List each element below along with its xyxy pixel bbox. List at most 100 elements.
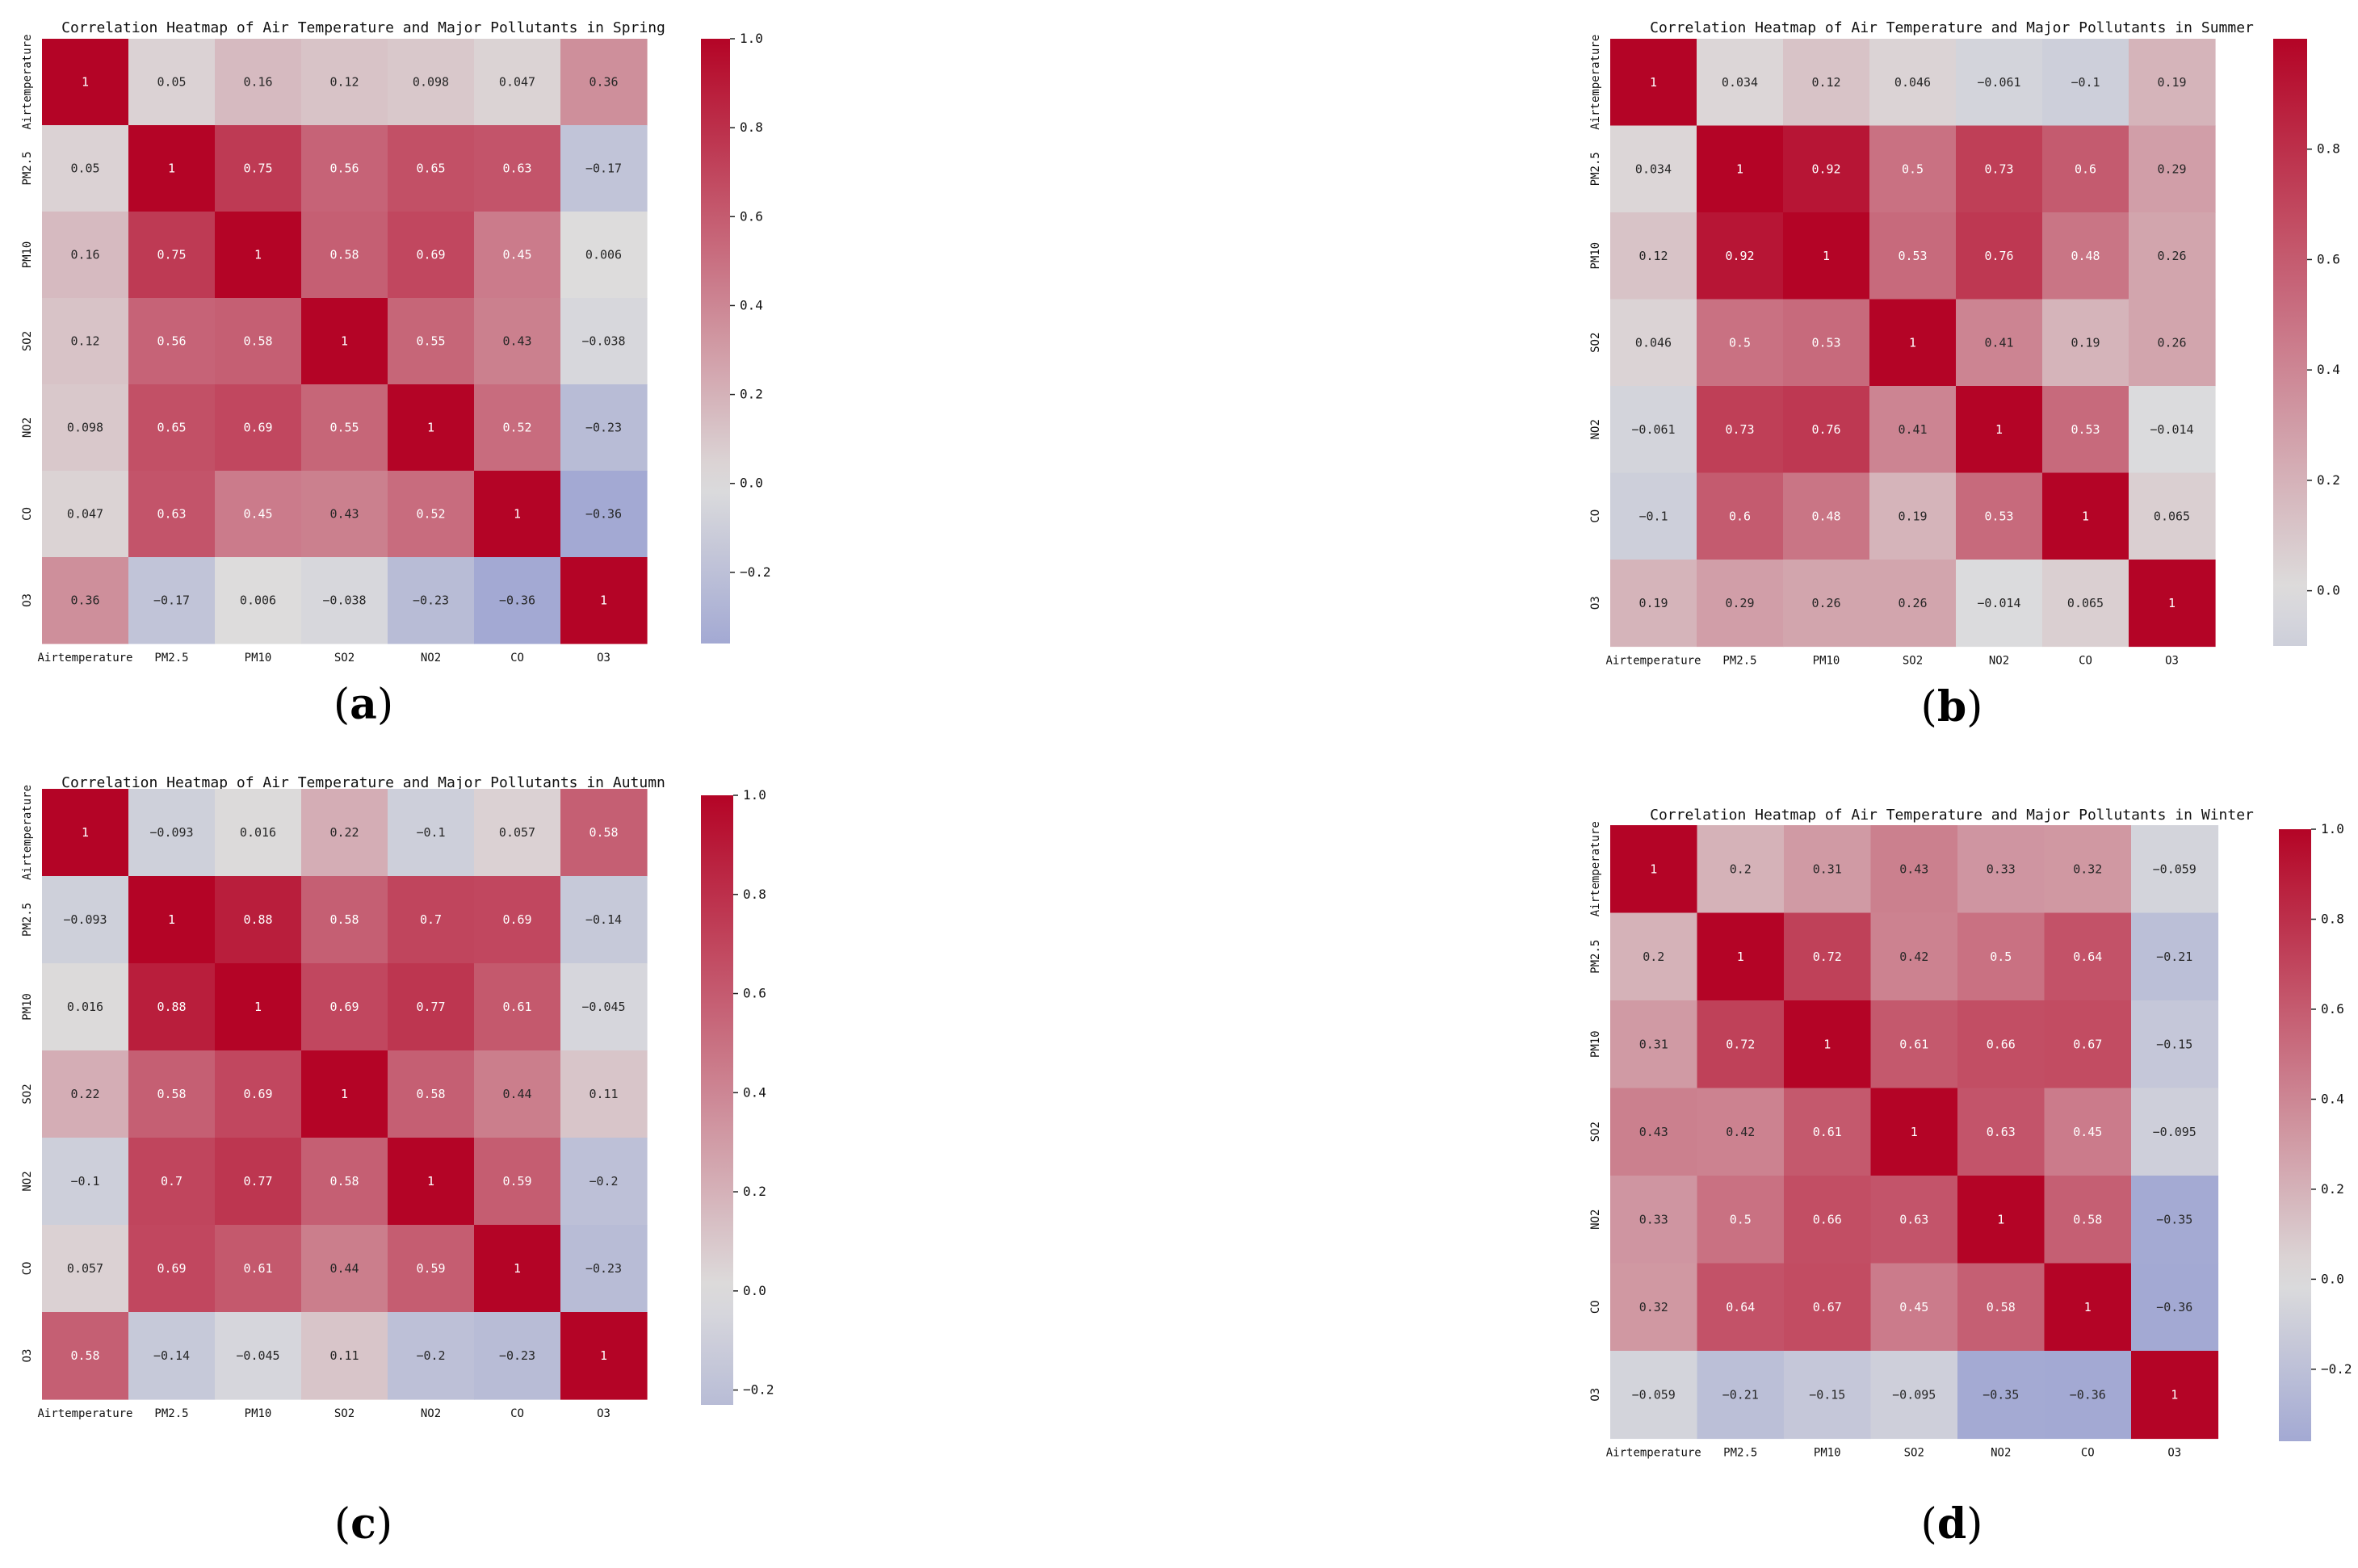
heatmap-cell [1610,1000,1698,1089]
heatmap-cell [1784,1000,1872,1089]
heatmap-cell [215,39,302,126]
cell-value-label: −0.35 [1982,1387,2019,1402]
chart-title: Correlation Heatmap of Air Temperature a… [61,19,665,36]
colorbar-tick-label: 0.0 [740,476,763,491]
cell-value-label: −0.14 [153,1348,190,1363]
cell-value-label: 0.58 [589,825,618,840]
heatmap-cell [215,876,302,964]
colorbar-tick-label: 0.0 [743,1283,766,1298]
cell-value-label: −0.045 [236,1348,279,1363]
cell-value-label: 0.59 [502,1174,531,1189]
heatmap-cell [2042,125,2129,213]
heatmap-cell [1784,1263,1872,1352]
heatmap-cell [1697,825,1785,914]
heatmap-cell [128,39,216,126]
heatmap-cell [1610,1263,1698,1352]
heatmap-cell [560,789,648,877]
cell-value-label: −0.36 [2070,1387,2106,1402]
heatmap-cell [474,1138,561,1226]
cell-value-label: −0.23 [585,1261,622,1276]
cell-value-label: 0.69 [243,1087,272,1101]
heatmap-cell [560,212,648,299]
colorbar-tick-label: 0.8 [743,887,766,902]
heatmap-cell [1869,386,1957,474]
cell-value-label: 0.43 [1899,862,1928,876]
heatmap-cell [388,298,475,385]
heatmap-cell [1869,472,1957,560]
x-tick-label: NO2 [421,1407,441,1420]
cell-value-label: 0.56 [329,161,359,176]
heatmap-cell [2129,386,2216,474]
heatmap-cell [1697,299,1784,387]
cell-value-label: 0.77 [416,1000,445,1014]
heatmap-cell [1697,1351,1785,1440]
heatmap-cell [560,1138,648,1226]
cell-value-label: 0.5 [1729,335,1751,350]
heatmap-cell [1869,125,1957,213]
heatmap-cell [560,1312,648,1400]
heatmap-cell [1610,39,1697,127]
cell-value-label: −0.35 [2156,1212,2192,1226]
cell-value-label: 1 [600,593,607,608]
cell-value-label: 0.2 [1730,862,1752,876]
heatmap-cell [2131,1176,2219,1264]
cell-value-label: 1 [1909,335,1916,350]
heatmap-panel-d: Correlation Heatmap of Air Temperature a… [1589,807,2352,1549]
heatmap-cell [42,876,129,964]
cell-value-label: −0.23 [413,593,449,608]
heatmap-cell [128,1225,216,1313]
cell-value-label: 0.53 [1811,335,1840,350]
heatmap-cell [474,298,561,385]
cell-value-label: 1 [1823,249,1830,263]
cell-value-label: −0.17 [585,161,622,176]
heatmap-cell [1956,212,2043,300]
cell-value-label: 0.75 [243,161,272,176]
colorbar-tick-label: 0.6 [2321,1001,2344,1017]
heatmap-cell [1956,39,2043,127]
cell-value-label: 0.26 [2157,249,2186,263]
heatmap-cell [1869,39,1957,127]
colorbar-tick-label: 0.4 [743,1084,766,1100]
cell-value-label: 0.33 [1639,1212,1668,1226]
heatmap-cell [1783,299,1870,387]
heatmap-cell [301,963,388,1051]
cell-value-label: 0.58 [329,1174,359,1189]
cell-value-label: −0.059 [1632,1387,1676,1402]
heatmap-cell [1870,912,1958,1001]
x-tick-label: Airtemperature [37,1407,132,1420]
x-tick-label: O3 [2165,655,2179,668]
cell-value-label: 0.64 [2073,950,2102,964]
cell-value-label: 1 [2084,1300,2092,1314]
cell-value-label: 0.22 [70,1087,99,1101]
heatmap-cell [1697,39,1784,127]
chart-title: Correlation Heatmap of Air Temperature a… [1650,807,2254,824]
heatmap-cell [2044,1000,2132,1089]
cell-value-label: −0.1 [416,825,445,840]
cell-value-label: 0.32 [2073,862,2102,876]
cell-value-label: 1 [2171,1387,2178,1402]
heatmap-cell [1783,472,1870,560]
cell-value-label: −0.1 [70,1174,99,1189]
cell-value-label: 0.44 [502,1087,531,1101]
heatmap-cell [2129,560,2216,648]
cell-value-label: 0.58 [1987,1300,2016,1314]
x-tick-label: PM10 [245,652,272,665]
cell-value-label: −0.15 [2156,1037,2192,1051]
cell-value-label: 0.6 [2075,161,2096,176]
cell-value-label: 0.65 [416,161,445,176]
heatmap-cell [1957,825,2045,914]
cell-value-label: −0.23 [499,1348,535,1363]
heatmap-cell [474,876,561,964]
y-tick-label: PM10 [21,993,34,1021]
heatmap-cell [1956,386,2043,474]
cell-value-label: 1 [1737,950,1744,964]
colorbar [2273,39,2307,646]
colorbar-tick-label: −0.2 [743,1382,774,1398]
heatmap-cell [2044,912,2132,1001]
x-tick-label: PM2.5 [1723,1447,1757,1460]
heatmap-panels: Correlation Heatmap of Air Temperature a… [21,19,2352,1549]
cell-value-label: 0.69 [243,421,272,435]
y-tick-label: PM2.5 [21,903,34,937]
heatmap-cell [1956,125,2043,213]
heatmap-cell [388,212,475,299]
